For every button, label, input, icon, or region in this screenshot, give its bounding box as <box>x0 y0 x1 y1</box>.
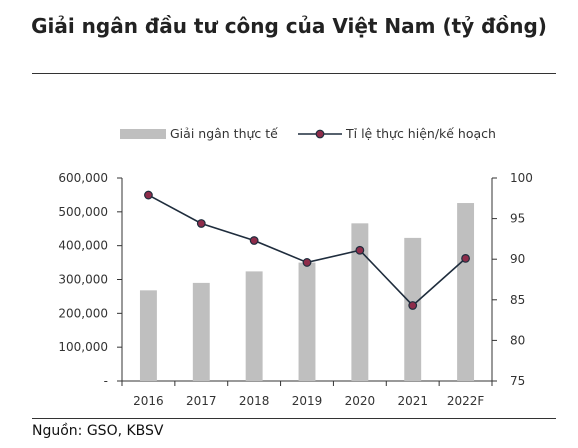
line-point <box>302 258 312 267</box>
chart-legend: Giải ngân thực tế Tỉ lệ thực hiện/kế hoạc… <box>120 126 496 141</box>
x-tick-label: 2022F <box>447 394 485 408</box>
line-point <box>355 245 365 255</box>
right-tick-label: 90 <box>510 252 525 266</box>
source-note: Nguồn: GSO, KBSV <box>32 423 164 439</box>
left-tick-label: 200,000 <box>58 306 108 320</box>
title-divider <box>32 73 556 74</box>
legend-bar-swatch <box>120 129 166 139</box>
bar <box>192 282 210 381</box>
x-tick-label: 2016 <box>133 394 164 408</box>
bar <box>245 271 263 381</box>
x-tick-label: 2020 <box>345 394 376 408</box>
right-tick-label: 80 <box>510 333 525 347</box>
left-axis: - 100,000 200,000 300,000 400,000 500,000 600,… <box>58 171 123 388</box>
x-axis: 2016 2017 2018 2019 2020 2021 2022F <box>121 380 493 408</box>
left-tick-label: - <box>104 374 108 388</box>
right-tick-label: 95 <box>510 212 525 226</box>
bar <box>351 223 369 381</box>
x-tick-label: 2018 <box>239 394 270 408</box>
left-tick-label: 600,000 <box>58 171 108 185</box>
line-point <box>408 301 418 310</box>
right-axis: 75 80 85 90 95 100 <box>491 171 533 388</box>
left-tick-label: 400,000 <box>58 239 108 253</box>
bar-series <box>139 203 475 381</box>
source-divider <box>32 418 556 419</box>
legend-bar-label: Giải ngân thực tế <box>170 126 278 141</box>
legend-line-marker <box>315 129 325 139</box>
bar <box>457 203 475 381</box>
line-point <box>249 236 259 245</box>
right-tick-label: 85 <box>510 293 525 307</box>
right-tick-label: 75 <box>510 374 525 388</box>
bar <box>139 290 157 381</box>
left-tick-label: 300,000 <box>58 273 108 287</box>
legend-line-label: Tỉ lệ thực hiện/kế hoạch <box>345 126 496 141</box>
line-point <box>196 219 206 228</box>
left-tick-label: 100,000 <box>58 340 108 354</box>
left-tick-label: 500,000 <box>58 205 108 219</box>
chart-title: Giải ngân đầu tư công của Việt Nam (tỷ đ… <box>31 14 547 38</box>
right-tick-label: 100 <box>510 171 533 185</box>
x-tick-label: 2021 <box>397 394 428 408</box>
bar <box>298 262 316 381</box>
line-point <box>461 253 470 263</box>
line-series <box>144 190 470 310</box>
x-tick-label: 2017 <box>186 394 217 408</box>
x-tick-label: 2019 <box>292 394 323 408</box>
line-point <box>144 190 153 200</box>
